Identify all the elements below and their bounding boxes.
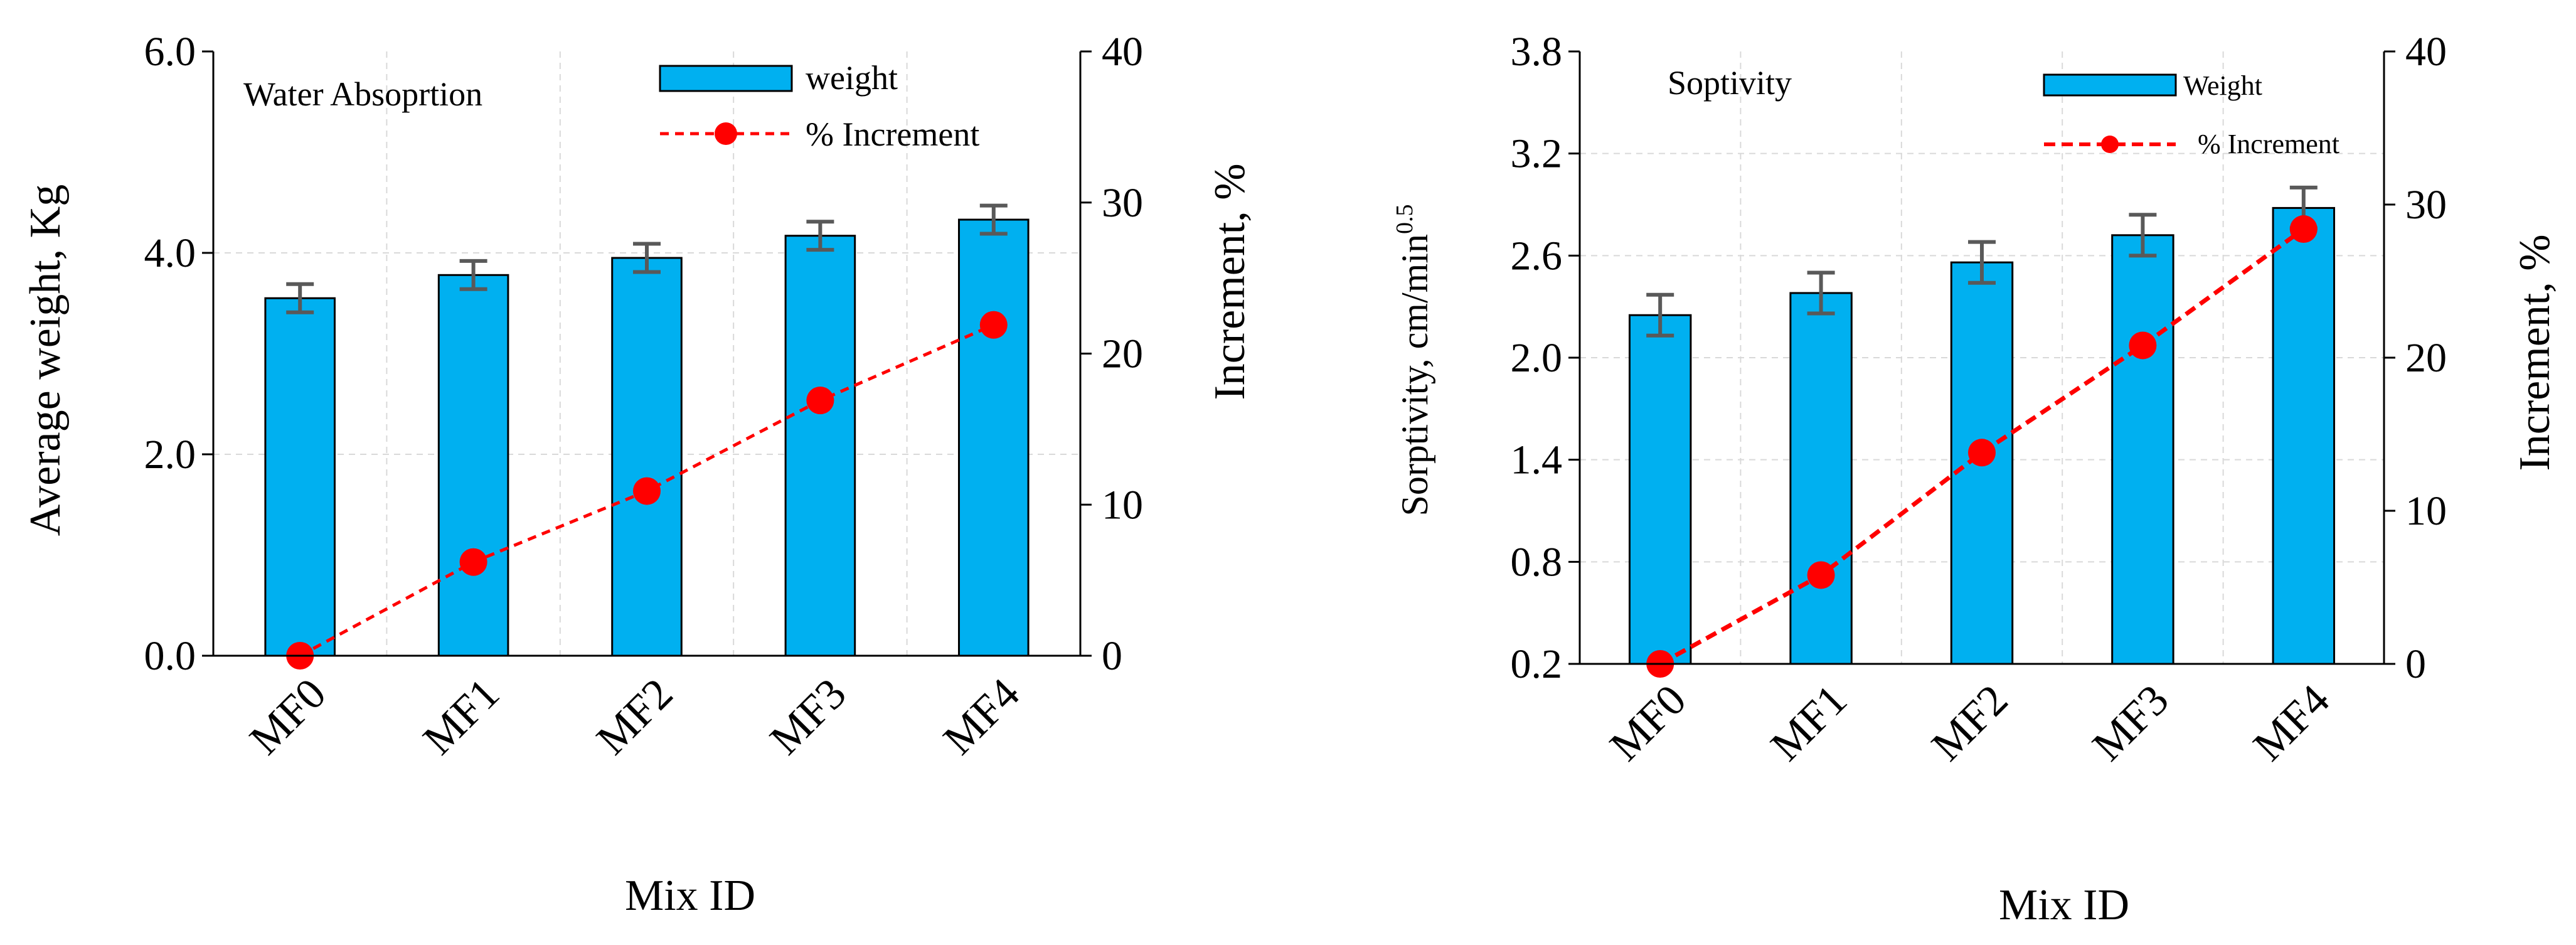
y-tick-label: 4.0 [144, 230, 196, 276]
increment-line [1646, 215, 2318, 678]
y2-tick-label: 0 [2405, 641, 2426, 687]
y2-tick-label: 0 [1102, 633, 1122, 679]
x-tick-label-MF3: MF3 [2084, 676, 2178, 771]
y-tick-label: 2.0 [1511, 335, 1563, 381]
y2-axis-title: Increment, % [1206, 163, 1254, 400]
legend-label-weight: Weight [2183, 70, 2262, 101]
chart-title: Water Absoprtion [243, 75, 482, 113]
legend-label-increment: % Increment [806, 115, 979, 153]
x-tick-labels: MF0 MF1 MF2 MF3 MF4 [241, 670, 1029, 764]
y-tick-label: 0.8 [1511, 539, 1563, 585]
x-tick-label-MF1: MF1 [1762, 676, 1856, 771]
axes [202, 50, 1092, 657]
y2-tick-label: 10 [2405, 488, 2447, 534]
y2-tick-label: 20 [1102, 331, 1143, 377]
y-tick-label: 6.0 [144, 29, 196, 75]
bar-MF0 [264, 297, 336, 657]
chart-title: Soptivity [1668, 64, 1792, 102]
legend: weight % Increment [659, 59, 979, 153]
bar-MF1 [437, 274, 509, 657]
chart-water-absorption: 0.0 2.0 4.0 6.0 0 10 20 30 40 MF0 MF1 MF2 MF3 MF4 W… [21, 29, 1254, 920]
bar-MF4 [958, 218, 1030, 657]
legend-label-increment: % Increment [2198, 129, 2339, 159]
bar-MF2 [611, 257, 683, 657]
y-tick-label: 3.8 [1511, 29, 1563, 75]
y2-tick-label: 40 [1102, 29, 1143, 75]
x-axis-title: Mix ID [1999, 881, 2129, 929]
legend: Weight % Increment [2043, 70, 2339, 159]
increment-line [286, 311, 1008, 670]
bar-MF3 [2111, 234, 2174, 665]
x-tick-labels: MF0 MF1 MF2 MF3 MF4 [1601, 676, 2339, 771]
y2-tick-labels: 0 10 20 30 40 [1102, 29, 1143, 679]
y-tick-label: 2.0 [144, 432, 196, 478]
legend-swatch-bar [659, 65, 793, 92]
y-tick-label: 0.2 [1511, 641, 1563, 687]
legend-swatch-bar [2043, 73, 2177, 97]
increment-point-MF2 [1968, 439, 1996, 467]
y2-tick-label: 30 [2405, 182, 2447, 228]
bar-MF0 [1628, 314, 1692, 665]
increment-point-MF4 [979, 311, 1008, 339]
grid-lines [1580, 51, 2384, 664]
increment-point-MF1 [1807, 561, 1835, 589]
y-axis-title: Average weight, Kg [21, 184, 70, 536]
y2-tick-labels: 0 10 20 30 40 [2405, 29, 2447, 687]
axes [1568, 50, 2395, 665]
y2-tick-label: 20 [2405, 335, 2447, 381]
y2-tick-label: 30 [1102, 180, 1143, 226]
increment-point-MF3 [806, 387, 834, 415]
x-tick-label-MF3: MF3 [761, 670, 856, 764]
x-tick-label-MF2: MF2 [588, 670, 683, 764]
increment-point-MF1 [459, 548, 487, 576]
error-bars [286, 203, 1008, 314]
y-tick-label: 3.2 [1511, 131, 1563, 177]
x-axis-title: Mix ID [625, 872, 755, 920]
y-tick-label: 2.6 [1511, 233, 1563, 279]
y-tick-labels: 0.0 2.0 4.0 6.0 [144, 29, 196, 679]
y2-tick-label: 40 [2405, 29, 2447, 75]
x-tick-label-MF0: MF0 [1601, 676, 1696, 771]
legend-swatch-marker [715, 122, 737, 145]
bar-MF1 [1789, 292, 1853, 665]
increment-point-MF4 [2289, 215, 2318, 243]
x-tick-label-MF0: MF0 [241, 670, 336, 764]
increment-point-MF3 [2129, 331, 2157, 360]
bar-MF3 [784, 235, 856, 657]
x-tick-label-MF1: MF1 [414, 670, 509, 764]
y-tick-labels: 0.2 0.8 1.4 2.0 2.6 3.2 3.8 [1511, 29, 1563, 687]
y-axis-title-main: Sorptivity, cm/min [1394, 234, 1435, 516]
y-tick-label: 1.4 [1511, 437, 1563, 483]
legend-swatch-marker [2101, 136, 2119, 153]
increment-point-MF2 [633, 477, 661, 505]
bar-MF4 [2272, 206, 2336, 665]
x-tick-label-MF4: MF4 [934, 670, 1029, 764]
y2-tick-label: 10 [1102, 482, 1143, 528]
x-tick-label-MF2: MF2 [1923, 676, 2018, 771]
y2-axis-title: Increment, % [2511, 234, 2559, 471]
y-axis-title: Sorptivity, cm/min0.5 [1392, 205, 1435, 516]
bars [264, 218, 1030, 657]
y-axis-title-superscript: 0.5 [1392, 205, 1418, 235]
x-tick-label-MF4: MF4 [2244, 676, 2339, 771]
legend-label-weight: weight [806, 59, 898, 97]
y-tick-label: 0.0 [144, 633, 196, 679]
